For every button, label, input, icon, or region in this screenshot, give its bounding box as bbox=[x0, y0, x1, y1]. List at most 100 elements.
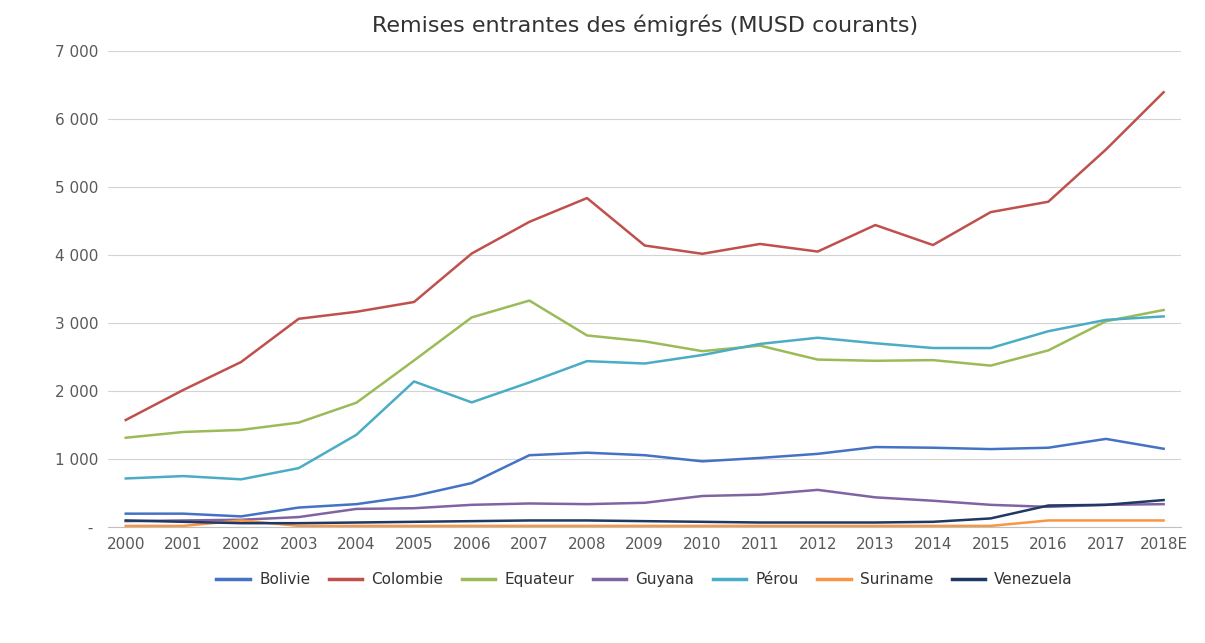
Colombie bbox=[925, 241, 940, 249]
Venezuela bbox=[753, 519, 768, 527]
Pérou bbox=[695, 351, 710, 359]
Pérou bbox=[292, 464, 306, 472]
Colombie bbox=[407, 298, 422, 306]
Bolivie bbox=[176, 510, 190, 518]
Colombie bbox=[349, 308, 364, 316]
Bolivie bbox=[407, 492, 422, 500]
Bolivie bbox=[118, 510, 133, 518]
Pérou bbox=[522, 379, 536, 386]
Equateur bbox=[118, 434, 133, 442]
Colombie bbox=[868, 221, 882, 229]
Venezuela bbox=[349, 519, 364, 527]
Venezuela bbox=[464, 517, 478, 525]
Equateur bbox=[868, 357, 882, 365]
Bolivie bbox=[811, 450, 825, 458]
Pérou bbox=[1157, 312, 1171, 320]
Guyana bbox=[925, 497, 940, 505]
Bolivie bbox=[695, 457, 710, 465]
Bolivie bbox=[349, 500, 364, 508]
Guyana bbox=[176, 516, 190, 524]
Suriname bbox=[349, 522, 364, 530]
Suriname bbox=[983, 522, 998, 530]
Venezuela bbox=[925, 518, 940, 526]
Bolivie bbox=[1041, 444, 1056, 451]
Suriname bbox=[811, 522, 825, 530]
Venezuela bbox=[868, 519, 882, 527]
Bolivie bbox=[234, 512, 248, 520]
Colombie bbox=[811, 248, 825, 255]
Bolivie bbox=[464, 479, 478, 487]
Suriname bbox=[1041, 516, 1056, 524]
Equateur bbox=[234, 426, 248, 434]
Guyana bbox=[118, 517, 133, 525]
Colombie bbox=[1041, 198, 1056, 206]
Line: Equateur: Equateur bbox=[125, 300, 1164, 438]
Guyana bbox=[753, 491, 768, 498]
Bolivie bbox=[580, 449, 594, 457]
Suriname bbox=[1099, 516, 1113, 524]
Equateur bbox=[1099, 318, 1113, 325]
Suriname bbox=[580, 522, 594, 530]
Suriname bbox=[925, 522, 940, 530]
Guyana bbox=[1157, 500, 1171, 508]
Colombie bbox=[464, 249, 478, 257]
Guyana bbox=[695, 492, 710, 500]
Line: Bolivie: Bolivie bbox=[125, 439, 1164, 516]
Bolivie bbox=[637, 451, 652, 459]
Guyana bbox=[580, 500, 594, 508]
Equateur bbox=[580, 332, 594, 340]
Guyana bbox=[464, 501, 478, 509]
Pérou bbox=[753, 340, 768, 348]
Colombie bbox=[1099, 146, 1113, 154]
Guyana bbox=[349, 505, 364, 512]
Equateur bbox=[983, 362, 998, 370]
Pérou bbox=[637, 359, 652, 367]
Colombie bbox=[292, 315, 306, 323]
Colombie bbox=[983, 208, 998, 216]
Venezuela bbox=[580, 516, 594, 524]
Colombie bbox=[695, 250, 710, 258]
Venezuela bbox=[983, 514, 998, 522]
Colombie bbox=[753, 240, 768, 248]
Pérou bbox=[580, 358, 594, 365]
Venezuela bbox=[292, 520, 306, 527]
Equateur bbox=[1041, 347, 1056, 354]
Suriname bbox=[464, 522, 478, 530]
Guyana bbox=[637, 499, 652, 507]
Equateur bbox=[637, 338, 652, 345]
Colombie bbox=[522, 218, 536, 226]
Suriname bbox=[118, 522, 133, 530]
Suriname bbox=[695, 522, 710, 530]
Colombie bbox=[118, 416, 133, 424]
Colombie bbox=[637, 242, 652, 249]
Equateur bbox=[176, 428, 190, 436]
Suriname bbox=[292, 522, 306, 530]
Venezuela bbox=[637, 517, 652, 525]
Venezuela bbox=[407, 518, 422, 526]
Pérou bbox=[868, 340, 882, 347]
Venezuela bbox=[176, 518, 190, 526]
Venezuela bbox=[1041, 502, 1056, 509]
Venezuela bbox=[118, 516, 133, 524]
Equateur bbox=[522, 296, 536, 304]
Bolivie bbox=[983, 445, 998, 453]
Legend: Bolivie, Colombie, Equateur, Guyana, Pérou, Suriname, Venezuela: Bolivie, Colombie, Equateur, Guyana, Pér… bbox=[211, 566, 1078, 593]
Guyana bbox=[234, 516, 248, 523]
Guyana bbox=[811, 486, 825, 494]
Equateur bbox=[753, 342, 768, 350]
Equateur bbox=[695, 347, 710, 355]
Equateur bbox=[292, 419, 306, 426]
Suriname bbox=[753, 522, 768, 530]
Pérou bbox=[983, 344, 998, 352]
Pérou bbox=[464, 399, 478, 406]
Venezuela bbox=[1157, 496, 1171, 504]
Suriname bbox=[234, 516, 248, 524]
Colombie bbox=[234, 358, 248, 366]
Line: Venezuela: Venezuela bbox=[125, 500, 1164, 523]
Pérou bbox=[118, 475, 133, 482]
Line: Pérou: Pérou bbox=[125, 316, 1164, 479]
Suriname bbox=[522, 522, 536, 530]
Bolivie bbox=[868, 443, 882, 451]
Colombie bbox=[580, 194, 594, 202]
Venezuela bbox=[1099, 501, 1113, 509]
